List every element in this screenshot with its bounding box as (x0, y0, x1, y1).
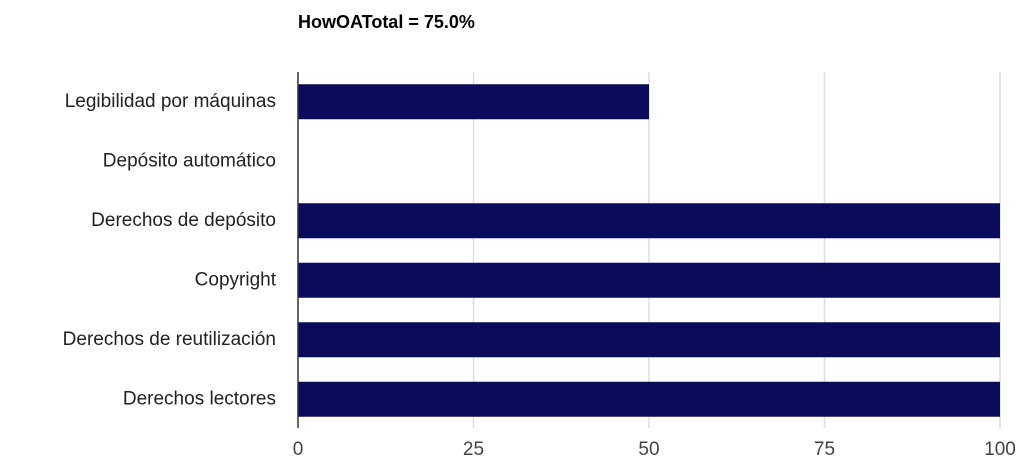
x-tick-label-0: 0 (293, 439, 304, 460)
category-label-0: Legibilidad por máquinas (65, 91, 276, 112)
x-tick-label-25: 25 (463, 439, 484, 460)
bar-2 (298, 203, 1000, 239)
bar-0 (298, 84, 649, 120)
category-label-3: Copyright (195, 269, 277, 290)
x-tick-label-50: 50 (638, 439, 659, 460)
category-label-1: Depósito automático (103, 150, 276, 171)
category-label-2: Derechos de depósito (91, 210, 276, 231)
gridlines (472, 72, 1001, 428)
category-labels: Legibilidad por máquinas Depósito automát… (63, 91, 277, 410)
bar-5 (298, 381, 1000, 417)
bar-4 (298, 322, 1000, 358)
bar-3 (298, 262, 1000, 298)
category-label-4: Derechos de reutilización (63, 329, 276, 350)
category-label-5: Derechos lectores (123, 388, 276, 409)
x-tick-label-100: 100 (984, 439, 1016, 460)
x-tick-labels: 0 25 50 75 100 (293, 439, 1016, 460)
bars (298, 84, 1000, 417)
x-tick-label-75: 75 (814, 439, 835, 460)
chart-title: HowOATotal = 75.0% (298, 12, 475, 32)
